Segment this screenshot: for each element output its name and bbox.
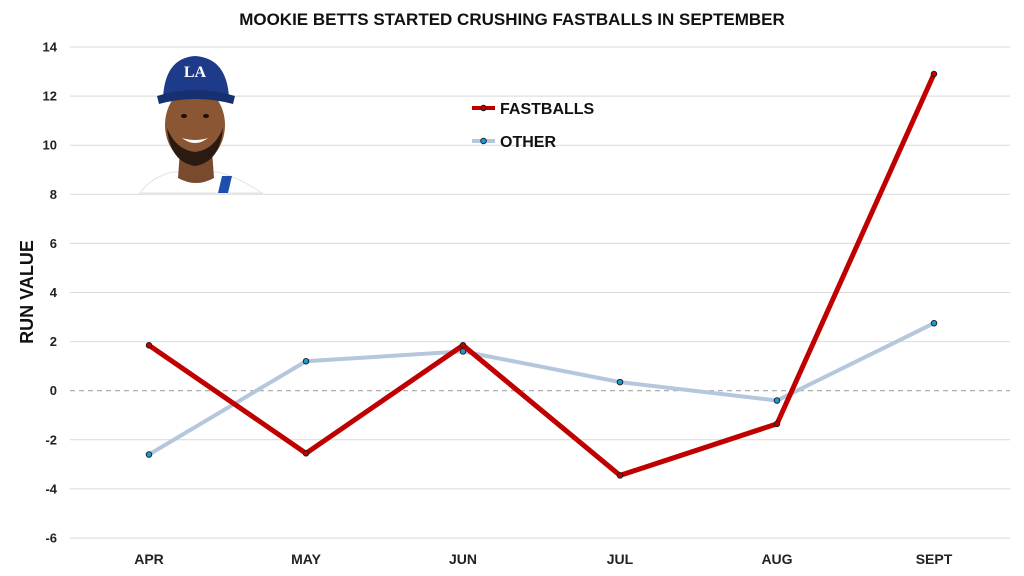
y-tick-label: 0 <box>50 383 57 398</box>
gridlines <box>70 46 1010 539</box>
chart-title: MOOKIE BETTS STARTED CRUSHING FASTBALLS … <box>239 10 785 29</box>
x-tick-label: JUN <box>449 551 477 567</box>
x-tick-labels: APR MAY JUN JUL AUG SEPT <box>134 551 953 567</box>
data-point-fastballs <box>930 70 938 78</box>
legend-label-other: OTHER <box>500 134 556 151</box>
x-tick-label: MAY <box>291 551 321 567</box>
player-headshot-image: LA <box>139 56 264 194</box>
y-axis-title: RUN VALUE <box>17 240 37 344</box>
legend-marker-other <box>480 137 487 145</box>
series-line-other <box>147 321 935 457</box>
data-point-other <box>616 378 624 386</box>
data-point-other <box>930 319 938 327</box>
legend-marker-fastballs <box>480 104 487 112</box>
data-point-fastballs <box>145 342 153 349</box>
data-point-fastballs <box>773 420 781 428</box>
data-point-fastballs <box>459 342 467 349</box>
y-tick-label: 14 <box>43 40 58 55</box>
data-point-fastballs <box>302 450 310 457</box>
y-tick-label: 10 <box>43 138 57 153</box>
y-tick-label: 6 <box>50 236 57 251</box>
y-tick-label: -2 <box>45 432 57 447</box>
y-tick-label: 8 <box>50 187 57 202</box>
data-point-other <box>145 451 153 458</box>
y-tick-label: 2 <box>50 334 57 349</box>
data-point-other <box>302 357 310 365</box>
legend-item-fastballs: FASTBALLS <box>472 101 595 118</box>
y-tick-label: 4 <box>50 285 58 300</box>
x-tick-label: JUL <box>607 551 634 567</box>
data-point-other <box>773 397 781 404</box>
series-line-fastballs <box>147 72 937 479</box>
legend: FASTBALLS OTHER <box>472 101 595 151</box>
legend-item-other: OTHER <box>472 134 556 151</box>
y-tick-label: -6 <box>45 531 57 546</box>
series <box>145 70 938 479</box>
x-tick-label: AUG <box>761 551 792 567</box>
legend-label-fastballs: FASTBALLS <box>500 101 595 118</box>
x-tick-label: APR <box>134 551 164 567</box>
y-tick-label: 12 <box>43 89 57 104</box>
y-tick-label: -4 <box>45 481 57 496</box>
data-point-other <box>459 348 467 355</box>
data-point-fastballs <box>616 472 624 479</box>
x-tick-label: SEPT <box>916 551 953 567</box>
y-tick-labels: -6 -4 -2 0 2 4 6 8 10 12 14 <box>43 40 58 546</box>
cap-logo-text: LA <box>184 64 207 81</box>
